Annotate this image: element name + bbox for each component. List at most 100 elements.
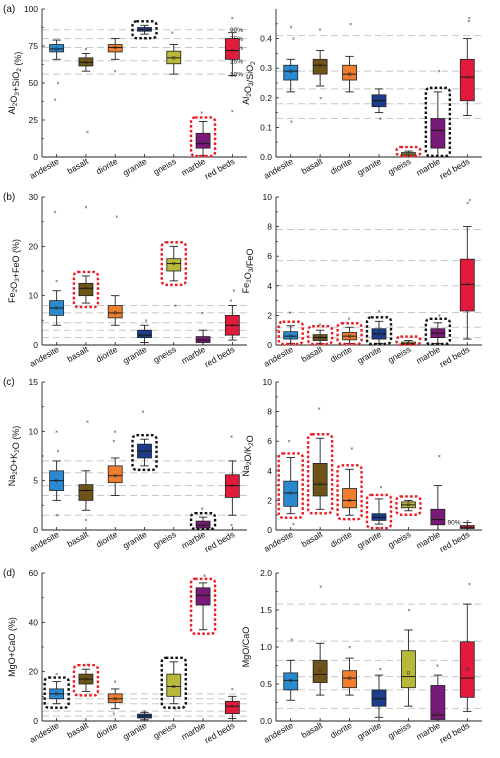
outlier-point: × xyxy=(174,304,177,310)
mean-marker xyxy=(348,498,352,502)
box-red-beds: × xyxy=(224,687,240,719)
box-basalt: × xyxy=(78,662,94,692)
mean-marker xyxy=(436,518,440,522)
y-tick-label: 1.0 xyxy=(260,642,272,652)
mean-marker xyxy=(289,491,293,495)
mean-marker xyxy=(406,152,410,156)
outlier-point: × xyxy=(112,439,115,445)
outlier-point: × xyxy=(84,205,87,211)
mean-marker xyxy=(289,678,293,682)
mean-marker xyxy=(201,593,205,597)
highlight-frame-red xyxy=(277,320,304,346)
box-diorite: ×× xyxy=(107,429,123,496)
iqr-box xyxy=(430,118,446,149)
category-label: basalt xyxy=(299,529,324,549)
category-label: gneiss xyxy=(386,156,412,177)
box-red-beds: ×× xyxy=(224,434,240,529)
box-granite: × xyxy=(371,667,387,718)
box-red-beds: × xyxy=(459,519,475,531)
y-axis-label: Fe2O3+FeO (%) xyxy=(7,239,21,303)
outlier-point: × xyxy=(57,449,60,455)
mean-marker xyxy=(436,712,440,716)
highlight-frame-black xyxy=(424,86,452,158)
iqr-box xyxy=(401,650,416,689)
category-label: granite xyxy=(121,720,149,742)
y-tick-label: 4 xyxy=(267,466,272,476)
mean-marker xyxy=(289,69,293,73)
outlier-point: × xyxy=(142,410,145,416)
outlier-point: × xyxy=(468,16,471,22)
y-tick-label: 50 xyxy=(29,78,39,88)
iqr-box xyxy=(195,520,211,529)
box-basalt: × xyxy=(312,322,328,344)
outlier-point: × xyxy=(145,37,148,43)
box-red-beds: ×× xyxy=(459,16,475,117)
mean-marker xyxy=(377,515,381,519)
box-diorite: × xyxy=(342,316,357,344)
mean-marker xyxy=(318,669,322,673)
outlier-point: × xyxy=(468,582,471,588)
outlier-point: × xyxy=(378,309,381,315)
box-andesite: ×× xyxy=(49,210,65,326)
iqr-box xyxy=(430,508,446,526)
mean-marker xyxy=(143,28,146,32)
category-label: granite xyxy=(355,720,383,742)
highlight-frame-red xyxy=(336,322,363,346)
highlight-frame-red xyxy=(336,464,363,521)
y-tick-label: 0.5 xyxy=(260,679,272,689)
y-tick-label: 0 xyxy=(33,340,38,350)
box-diorite: × xyxy=(107,215,123,326)
outlier-point: × xyxy=(231,687,234,693)
y-tick-label: 8 xyxy=(267,407,272,417)
outlier-point: × xyxy=(84,518,87,524)
outlier-point: × xyxy=(203,573,206,579)
mean-marker xyxy=(113,311,117,315)
box-marble: × xyxy=(430,313,446,344)
panel-label: (b) xyxy=(3,192,15,203)
box-andesite: × xyxy=(283,310,299,344)
mean-marker xyxy=(201,338,205,342)
iqr-box xyxy=(107,44,123,53)
mean-marker xyxy=(318,63,322,67)
mean-marker xyxy=(172,685,176,688)
mean-marker xyxy=(84,60,88,64)
category-label: diorite xyxy=(94,344,119,364)
box-granite: × xyxy=(137,410,152,467)
y-tick-label: 0.0 xyxy=(260,716,272,726)
y-tick-label: 2 xyxy=(267,495,272,505)
outlier-point: × xyxy=(200,111,203,117)
mean-marker xyxy=(230,323,234,327)
mean-marker xyxy=(465,282,469,286)
outlier-point: × xyxy=(86,419,89,425)
y-tick-label: 0 xyxy=(33,716,38,726)
y-tick-label: 0 xyxy=(267,525,272,535)
mean-marker xyxy=(465,525,469,529)
category-label: gneiss xyxy=(152,156,178,177)
category-label: granite xyxy=(121,529,149,551)
box-andesite: ×× xyxy=(49,39,65,103)
category-label: granite xyxy=(355,344,383,366)
panel-label: (c) xyxy=(3,377,15,388)
highlight-frame-black xyxy=(160,656,187,709)
mean-marker xyxy=(143,449,146,453)
box-marble: × xyxy=(195,111,211,156)
highlight-frame-red xyxy=(189,577,217,635)
category-label: gneiss xyxy=(152,344,178,365)
outlier-point: × xyxy=(114,429,117,435)
box-granite: × xyxy=(371,88,387,123)
outlier-point: × xyxy=(318,322,321,328)
outlier-point: × xyxy=(230,523,233,529)
category-label: red beds xyxy=(438,720,472,745)
outlier-point: × xyxy=(290,119,293,125)
outlier-point: × xyxy=(290,638,293,644)
y-axis-label: Al2O3/SiO2 xyxy=(241,61,257,105)
box-andesite: × × × xyxy=(283,25,299,125)
box-gneiss: × xyxy=(166,245,182,310)
outlier-point: × xyxy=(436,664,439,670)
category-label: granite xyxy=(355,529,383,551)
mean-marker xyxy=(318,336,322,340)
y-tick-label: 0.4 xyxy=(260,34,272,44)
category-label: gneiss xyxy=(386,720,412,741)
